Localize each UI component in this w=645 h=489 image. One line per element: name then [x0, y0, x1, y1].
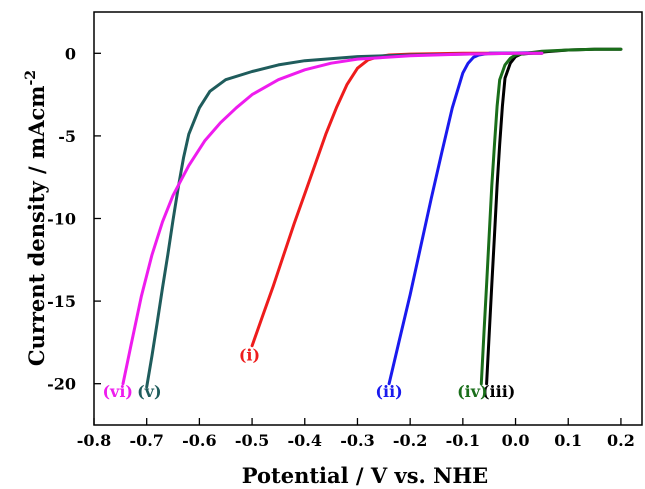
y-axis-title: Current density / mAcm-2	[23, 70, 49, 366]
series-label: (ii)	[375, 382, 402, 401]
y-axis-title-main: Current density / mAcm	[24, 85, 49, 366]
y-axis-title-superscript: -2	[23, 70, 39, 86]
x-tick-label: -0.1	[446, 431, 480, 450]
x-tick-label: -0.4	[288, 431, 322, 450]
x-tick-label: 0.2	[607, 431, 635, 450]
plot-frame	[93, 11, 643, 426]
y-tick-label: -10	[47, 210, 76, 229]
series-lines	[121, 47, 623, 389]
series-labels: (i) (ii) (iii)(iv) (v)(vi)	[102, 346, 515, 401]
x-tick-label: -0.2	[393, 431, 427, 450]
y-axis-ticks: 0 -5 -10 -15 -20	[47, 44, 101, 394]
x-tick-label: -0.3	[340, 431, 374, 450]
x-tick-label: 0.0	[502, 431, 530, 450]
x-tick-label: -0.7	[129, 431, 163, 450]
y-tick-label: -15	[47, 292, 76, 311]
series-line	[479, 47, 623, 386]
series-line	[121, 51, 544, 386]
x-tick-label: -0.6	[182, 431, 216, 450]
series-label: (iii)	[482, 382, 515, 401]
series-line	[485, 47, 623, 386]
y-tick-label: -5	[58, 127, 76, 146]
series-label: (v)	[137, 382, 161, 401]
series-label: (iv)	[457, 382, 488, 401]
x-tick-label: -0.5	[235, 431, 269, 450]
x-tick-label: -0.8	[77, 431, 111, 450]
y-tick-label: -20	[47, 375, 76, 394]
y-tick-label: 0	[65, 44, 76, 63]
series-line	[387, 51, 544, 386]
x-tick-label: 0.1	[554, 431, 582, 450]
x-axis-ticks: -0.8 -0.7 -0.6 -0.5 -0.4 -0.3 -0.2 -0.1 0.0 0.1 0.…	[77, 418, 635, 450]
series-label: (vi)	[102, 382, 133, 401]
x-axis-title: Potential / V vs. NHE	[242, 463, 488, 488]
series-label: (i)	[239, 346, 260, 365]
